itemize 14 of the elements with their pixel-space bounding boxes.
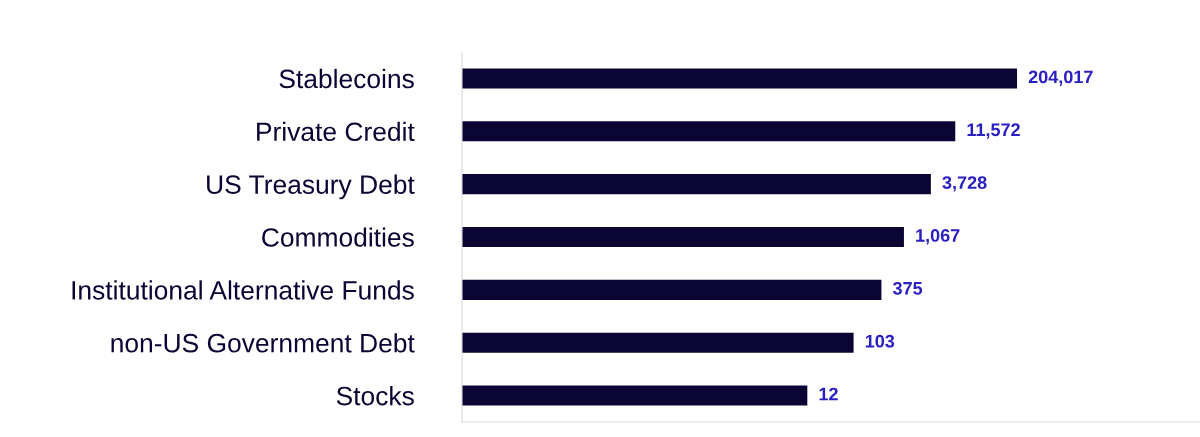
- data-label: 103: [865, 334, 895, 348]
- data-label: 375: [892, 281, 923, 295]
- y-tick-label: non-US Government Debt: [111, 333, 415, 353]
- data-label: 1,067: [916, 229, 960, 245]
- y-tick-label: Commodities: [262, 227, 414, 247]
- y-tick-label: Institutional Alternative Funds: [72, 280, 414, 300]
- y-tick-label: Stablecoins: [279, 68, 414, 89]
- data-label: 12: [819, 387, 838, 401]
- y-tick-label: US Treasury Debt: [207, 174, 415, 200]
- data-label: 204,017: [1028, 70, 1093, 86]
- y-tick-label: Stocks: [336, 386, 414, 406]
- data-label: 3,728: [942, 176, 987, 192]
- data-label: 11,572: [967, 123, 1020, 139]
- y-tick-label: Private Credit: [257, 121, 415, 142]
